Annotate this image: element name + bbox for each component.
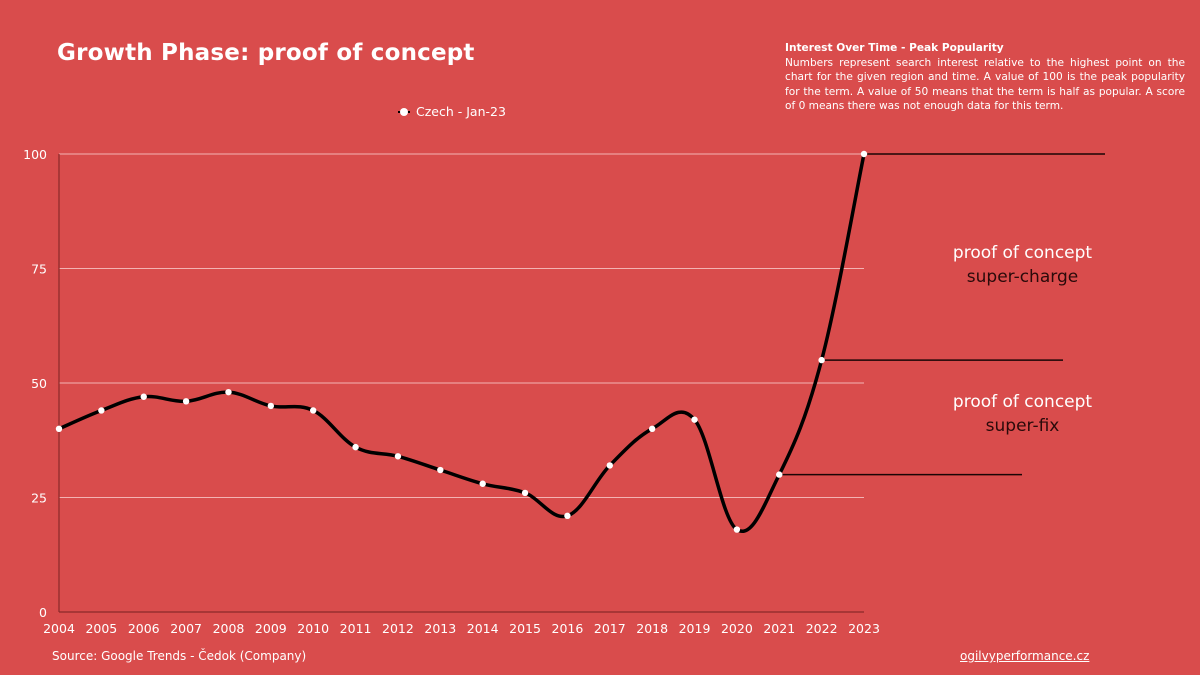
data-point-2021	[776, 471, 783, 478]
x-tick-label: 2022	[806, 621, 838, 636]
x-tick-label: 2005	[85, 621, 117, 636]
x-tick-label: 2010	[297, 621, 329, 636]
x-tick-label: 2021	[763, 621, 795, 636]
info-panel: Interest Over Time - Peak Popularity Num…	[785, 41, 1185, 114]
x-tick-label: 2015	[509, 621, 541, 636]
data-point-2017	[606, 462, 613, 469]
info-body: Numbers represent search interest relati…	[785, 56, 1185, 113]
y-tick-label: 25	[31, 491, 47, 506]
x-tick-label: 2016	[552, 621, 584, 636]
legend-marker-icon	[398, 107, 410, 116]
x-tick-label: 2009	[255, 621, 287, 636]
data-point-2016	[564, 512, 571, 520]
series-line-czech	[57, 152, 866, 533]
x-tick-label: 2013	[424, 621, 456, 636]
source-note: Source: Google Trends - Čedok (Company)	[52, 649, 307, 663]
data-point-2023	[860, 150, 868, 158]
x-tick-label: 2018	[636, 621, 668, 636]
data-point-2005	[98, 407, 105, 414]
data-point-2004	[55, 425, 63, 432]
y-tick-label: 100	[23, 147, 47, 162]
data-point-2006	[140, 393, 147, 400]
y-tick-label: 0	[39, 605, 47, 620]
x-tick-label: 2008	[213, 621, 245, 636]
info-title: Interest Over Time - Peak Popularity	[785, 42, 1004, 54]
data-point-2019	[691, 416, 698, 423]
annotation-super-charge: proof of concept super-charge	[935, 241, 1110, 289]
x-tick-label: 2019	[679, 621, 711, 636]
x-tick-label: 2012	[382, 621, 414, 636]
annotation-line1: proof of concept	[952, 243, 1093, 263]
data-point-2010	[310, 407, 317, 414]
data-point-2007	[182, 398, 190, 405]
data-point-2020	[733, 526, 741, 533]
data-point-2013	[437, 466, 444, 474]
y-tick-label: 50	[31, 376, 47, 391]
website-link[interactable]: ogilvyperformance.cz	[960, 649, 1090, 663]
annotation-super-fix: proof of concept super-fix	[935, 390, 1110, 438]
data-point-2022	[818, 356, 825, 364]
data-point-2012	[394, 453, 402, 460]
data-point-2011	[352, 443, 359, 451]
x-tick-label: 2020	[721, 621, 753, 636]
data-point-2015	[521, 489, 529, 497]
data-point-2009	[267, 402, 275, 410]
x-tick-label: 2023	[848, 621, 880, 636]
data-point-2014	[479, 480, 486, 487]
chart-legend: Czech - Jan-23	[398, 104, 506, 119]
x-tick-label: 2014	[467, 621, 499, 636]
annotation-line1: proof of concept	[952, 392, 1093, 412]
annotation-line2: super-fix	[985, 416, 1060, 436]
y-tick-label: 75	[31, 262, 47, 277]
legend-label: Czech - Jan-23	[416, 104, 506, 119]
x-tick-label: 2007	[170, 621, 202, 636]
data-point-2018	[648, 425, 656, 432]
x-tick-label: 2004	[43, 621, 75, 636]
x-tick-label: 2011	[340, 621, 372, 636]
x-tick-label: 2006	[128, 621, 160, 636]
page-title: Growth Phase: proof of concept	[57, 40, 475, 66]
annotation-line2: super-charge	[966, 267, 1079, 287]
data-point-2008	[225, 388, 232, 396]
x-tick-label: 2017	[594, 621, 626, 636]
